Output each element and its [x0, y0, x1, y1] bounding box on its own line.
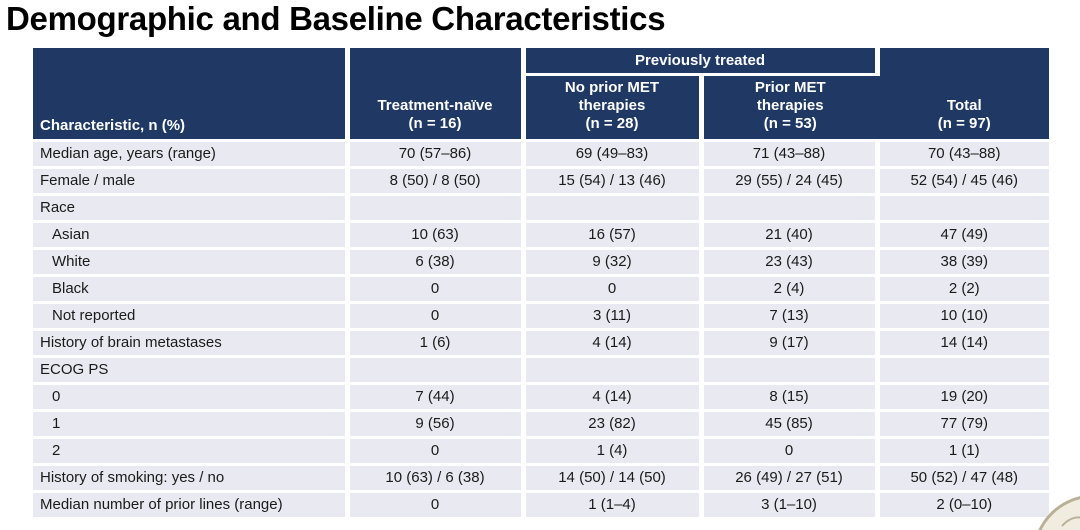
cell-value: 14 (14): [877, 329, 1049, 358]
cell-value: [701, 194, 880, 223]
cell-value: 19 (20): [877, 383, 1049, 412]
cell-value: 70 (57–86): [347, 140, 526, 169]
cell-value: [701, 356, 880, 385]
table-row: History of smoking: yes / no 10 (63) / 6 …: [33, 464, 1049, 493]
header-characteristic: Characteristic, n (%): [33, 48, 350, 142]
cell-value: 0: [347, 437, 526, 466]
table-header: Characteristic, n (%) Treatment-naïve (n…: [33, 48, 1049, 142]
cell-value: 15 (54) / 13 (46): [523, 167, 704, 196]
table-row: History of brain metastases 1 (6) 4 (14) 9 …: [33, 329, 1049, 358]
cell-value: 8 (50) / 8 (50): [347, 167, 526, 196]
cell-value: 69 (49–83): [523, 140, 704, 169]
cell-value: 9 (56): [347, 410, 526, 439]
table-row: Black 0 0 2 (4) 2 (2): [33, 275, 1049, 304]
cell-value: 16 (57): [523, 221, 704, 250]
cell-value: 71 (43–88): [701, 140, 880, 169]
cell-value: 0: [523, 275, 704, 304]
row-label: Median age, years (range): [33, 140, 350, 169]
cell-value: 2 (2): [877, 275, 1049, 304]
row-label: Black: [33, 275, 350, 304]
corner-emblem-graphic: [1038, 496, 1080, 530]
cell-value: 45 (85): [701, 410, 880, 439]
cell-value: 10 (63) / 6 (38): [347, 464, 526, 493]
cell-value: 50 (52) / 47 (48): [877, 464, 1049, 493]
page-title: Demographic and Baseline Characteristics: [6, 0, 666, 37]
cell-value: 10 (10): [877, 302, 1049, 331]
table-body: Median age, years (range) 70 (57–86) 69 (4…: [33, 140, 1049, 520]
table-row: Race: [33, 194, 1049, 223]
cell-value: 52 (54) / 45 (46): [877, 167, 1049, 196]
row-label: ECOG PS: [33, 356, 350, 385]
row-label: Female / male: [33, 167, 350, 196]
row-label: Asian: [33, 221, 350, 250]
row-label: History of brain metastases: [33, 329, 350, 358]
cell-value: 26 (49) / 27 (51): [701, 464, 880, 493]
cell-value: 7 (13): [701, 302, 880, 331]
cell-value: 1 (4): [523, 437, 704, 466]
cell-value: 70 (43–88): [877, 140, 1049, 169]
header-no-prior-met-therapies: No prior MET therapies (n = 28): [523, 74, 704, 142]
table-row: White 6 (38) 9 (32) 23 (43) 38 (39): [33, 248, 1049, 277]
cell-value: 21 (40): [701, 221, 880, 250]
cell-value: 23 (43): [701, 248, 880, 277]
cell-value: 9 (17): [701, 329, 880, 358]
cell-value: 8 (15): [701, 383, 880, 412]
row-label: White: [33, 248, 350, 277]
header-total: Total (n = 97): [877, 48, 1049, 142]
table-row: ECOG PS: [33, 356, 1049, 385]
cell-value: 6 (38): [347, 248, 526, 277]
table-row: Female / male 8 (50) / 8 (50) 15 (54) / 13…: [33, 167, 1049, 196]
cell-value: 3 (1–10): [701, 491, 880, 520]
cell-value: 0: [701, 437, 880, 466]
cell-value: 0: [347, 275, 526, 304]
cell-value: 4 (14): [523, 329, 704, 358]
cell-value: [523, 194, 704, 223]
cell-value: 0: [347, 491, 526, 520]
cell-value: 47 (49): [877, 221, 1049, 250]
cell-value: 4 (14): [523, 383, 704, 412]
row-label: Race: [33, 194, 350, 223]
characteristics-table: Characteristic, n (%) Treatment-naïve (n…: [33, 48, 1049, 520]
cell-value: [877, 194, 1049, 223]
table-row: Not reported 0 3 (11) 7 (13) 10 (10): [33, 302, 1049, 331]
cell-value: 7 (44): [347, 383, 526, 412]
header-prior-met-therapies: Prior MET therapies (n = 53): [701, 74, 877, 142]
cell-value: 38 (39): [877, 248, 1049, 277]
row-label: 1: [33, 410, 350, 439]
table-row: Asian 10 (63) 16 (57) 21 (40) 47 (49): [33, 221, 1049, 250]
cell-value: 3 (11): [523, 302, 704, 331]
row-label: Median number of prior lines (range): [33, 491, 350, 520]
cell-value: 2 (0–10): [877, 491, 1049, 520]
cell-value: 14 (50) / 14 (50): [523, 464, 704, 493]
cell-value: 10 (63): [347, 221, 526, 250]
cell-value: 9 (32): [523, 248, 704, 277]
row-label: History of smoking: yes / no: [33, 464, 350, 493]
cell-value: [877, 356, 1049, 385]
cell-value: 1 (1): [877, 437, 1049, 466]
row-label: 2: [33, 437, 350, 466]
cell-value: [523, 356, 704, 385]
cell-value: [347, 356, 526, 385]
row-label: Not reported: [33, 302, 350, 331]
header-previously-treated: Previously treated: [523, 48, 880, 76]
table-row: Median age, years (range) 70 (57–86) 69 (4…: [33, 140, 1049, 169]
row-label: 0: [33, 383, 350, 412]
cell-value: 23 (82): [523, 410, 704, 439]
cell-value: 29 (55) / 24 (45): [701, 167, 880, 196]
cell-value: 0: [347, 302, 526, 331]
header-treatment-naive: Treatment-naïve (n = 16): [347, 48, 526, 142]
cell-value: 1 (1–4): [523, 491, 704, 520]
cell-value: [347, 194, 526, 223]
cell-value: 77 (79): [877, 410, 1049, 439]
table-row: Median number of prior lines (range) 0 1 (…: [33, 491, 1049, 520]
cell-value: 1 (6): [347, 329, 526, 358]
cell-value: 2 (4): [701, 275, 880, 304]
